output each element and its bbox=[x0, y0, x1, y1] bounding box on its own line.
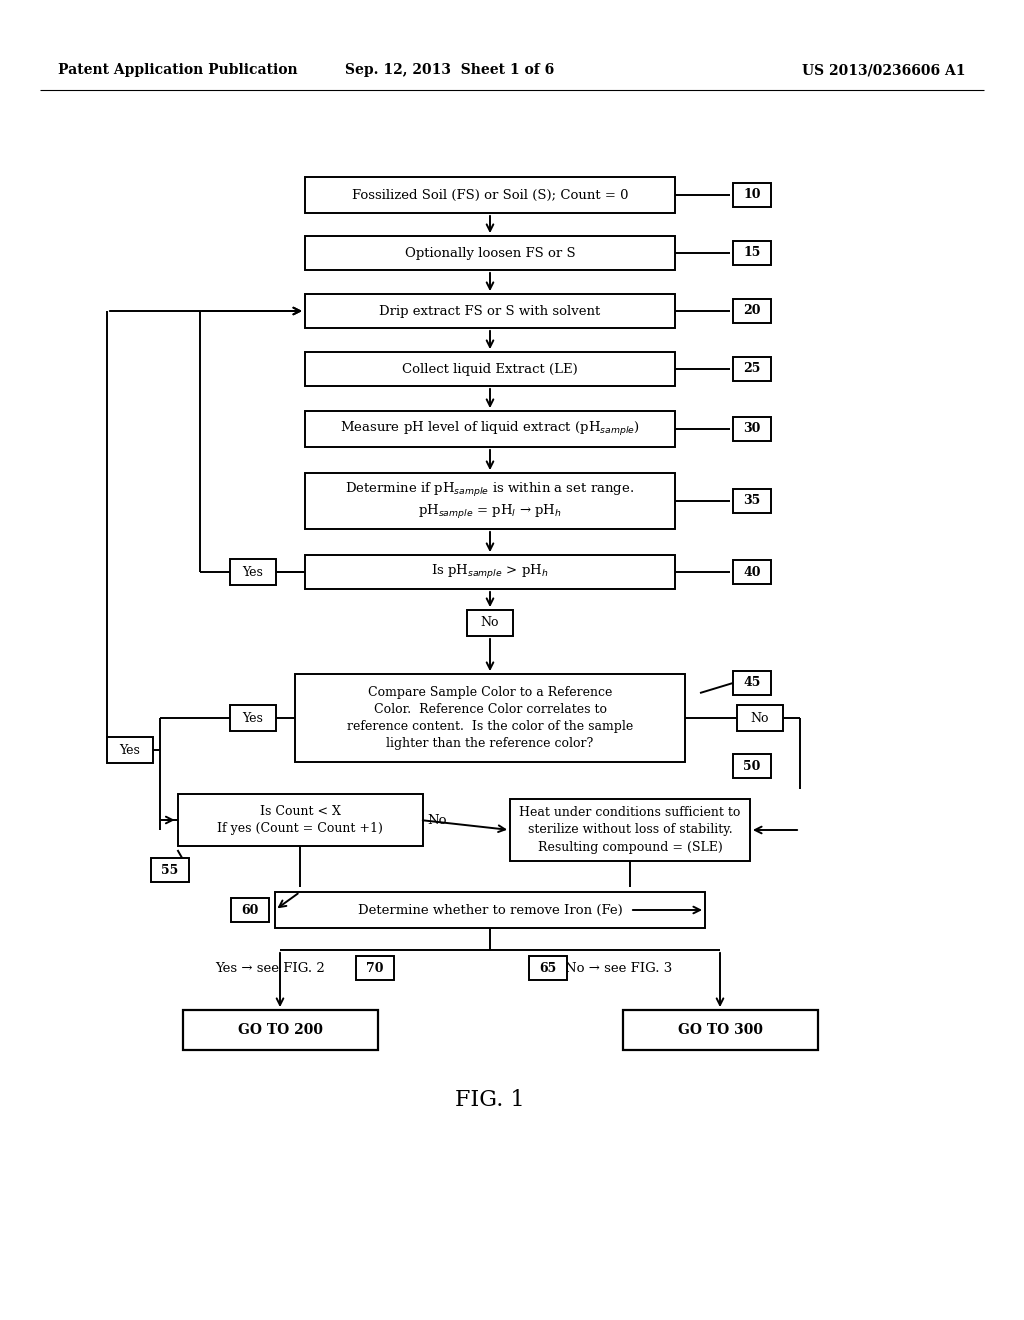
Bar bbox=[305, 236, 675, 271]
Bar bbox=[733, 488, 771, 513]
Bar bbox=[305, 411, 675, 447]
Text: 50: 50 bbox=[743, 759, 761, 772]
Bar bbox=[529, 956, 567, 979]
Text: Optionally loosen FS or S: Optionally loosen FS or S bbox=[404, 247, 575, 260]
Text: Collect liquid Extract (LE): Collect liquid Extract (LE) bbox=[402, 363, 578, 375]
Text: Is pH$_{sample}$ > pH$_{h}$: Is pH$_{sample}$ > pH$_{h}$ bbox=[431, 564, 549, 581]
Text: Determine if pH$_{sample}$ is within a set range.
pH$_{sample}$ = pH$_{l}$ → pH$: Determine if pH$_{sample}$ is within a s… bbox=[345, 480, 635, 521]
Bar bbox=[177, 795, 423, 846]
Bar bbox=[733, 242, 771, 265]
Text: FIG. 1: FIG. 1 bbox=[456, 1089, 525, 1111]
Text: 55: 55 bbox=[162, 863, 178, 876]
Bar bbox=[623, 1010, 817, 1049]
Bar bbox=[305, 352, 675, 385]
Text: 65: 65 bbox=[540, 961, 557, 974]
Bar bbox=[305, 177, 675, 213]
Bar bbox=[737, 705, 783, 731]
Bar bbox=[230, 705, 276, 731]
Bar bbox=[230, 558, 276, 585]
Text: 30: 30 bbox=[743, 422, 761, 436]
Bar bbox=[733, 300, 771, 323]
Text: Compare Sample Color to a Reference
Color.  Reference Color correlates to
refere: Compare Sample Color to a Reference Colo… bbox=[347, 686, 633, 750]
Text: GO TO 200: GO TO 200 bbox=[238, 1023, 323, 1038]
Bar bbox=[356, 956, 394, 979]
Bar bbox=[733, 754, 771, 777]
Text: 35: 35 bbox=[743, 495, 761, 507]
Bar bbox=[305, 294, 675, 327]
Bar bbox=[231, 898, 269, 921]
Text: Yes: Yes bbox=[120, 743, 140, 756]
Text: Sep. 12, 2013  Sheet 1 of 6: Sep. 12, 2013 Sheet 1 of 6 bbox=[345, 63, 555, 77]
Text: Yes: Yes bbox=[243, 565, 263, 578]
Bar bbox=[182, 1010, 378, 1049]
Text: Yes: Yes bbox=[243, 711, 263, 725]
Text: GO TO 300: GO TO 300 bbox=[678, 1023, 763, 1038]
Text: Fossilized Soil (FS) or Soil (S); Count = 0: Fossilized Soil (FS) or Soil (S); Count … bbox=[352, 189, 629, 202]
Text: 15: 15 bbox=[743, 247, 761, 260]
Text: Measure pH level of liquid extract (pH$_{sample}$): Measure pH level of liquid extract (pH$_… bbox=[340, 420, 640, 438]
Bar bbox=[295, 675, 685, 762]
Bar bbox=[733, 560, 771, 583]
Text: 45: 45 bbox=[743, 676, 761, 689]
Text: Drip extract FS or S with solvent: Drip extract FS or S with solvent bbox=[379, 305, 601, 318]
Text: 60: 60 bbox=[242, 903, 259, 916]
Text: Determine whether to remove Iron (Fe): Determine whether to remove Iron (Fe) bbox=[357, 903, 623, 916]
Bar bbox=[733, 417, 771, 441]
Bar bbox=[305, 554, 675, 589]
Bar bbox=[106, 737, 153, 763]
Text: 25: 25 bbox=[743, 363, 761, 375]
Text: Heat under conditions sufficient to
sterilize without loss of stability.
Resulti: Heat under conditions sufficient to ster… bbox=[519, 807, 740, 854]
Text: 40: 40 bbox=[743, 565, 761, 578]
Text: No: No bbox=[427, 813, 446, 826]
Text: Is Count < X
If yes (Count = Count +1): Is Count < X If yes (Count = Count +1) bbox=[217, 805, 383, 836]
Text: US 2013/0236606 A1: US 2013/0236606 A1 bbox=[803, 63, 966, 77]
Bar bbox=[733, 671, 771, 696]
Text: No: No bbox=[751, 711, 769, 725]
Text: Yes → see FIG. 2: Yes → see FIG. 2 bbox=[215, 961, 325, 974]
Text: No: No bbox=[480, 616, 500, 630]
Text: 10: 10 bbox=[743, 189, 761, 202]
Bar bbox=[733, 183, 771, 207]
Bar bbox=[305, 473, 675, 529]
Text: Patent Application Publication: Patent Application Publication bbox=[58, 63, 298, 77]
Text: 20: 20 bbox=[743, 305, 761, 318]
Bar bbox=[510, 799, 750, 861]
Bar bbox=[733, 356, 771, 381]
Text: 70: 70 bbox=[367, 961, 384, 974]
Bar bbox=[151, 858, 189, 882]
Bar bbox=[275, 892, 705, 928]
Bar bbox=[467, 610, 513, 636]
Text: No → see FIG. 3: No → see FIG. 3 bbox=[565, 961, 672, 974]
